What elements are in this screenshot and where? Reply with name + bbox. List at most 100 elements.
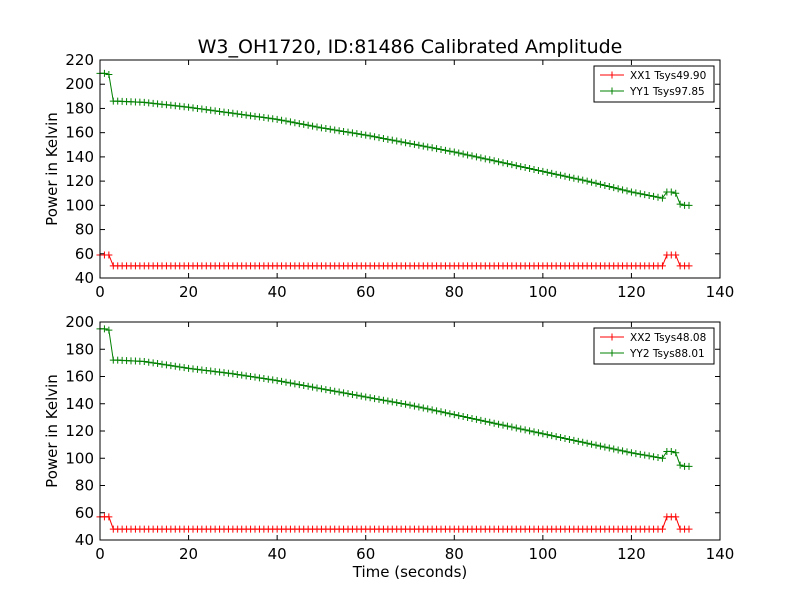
data-point-marker bbox=[202, 106, 210, 114]
data-point-marker bbox=[619, 447, 627, 455]
data-point-marker bbox=[654, 453, 662, 461]
data-point-marker bbox=[180, 364, 188, 372]
data-point-marker bbox=[641, 451, 649, 459]
data-point-marker bbox=[592, 441, 600, 449]
data-point-marker bbox=[676, 461, 684, 469]
y-tick-label: 60 bbox=[75, 504, 94, 522]
data-point-marker bbox=[543, 431, 551, 439]
legend-swatch-marker bbox=[608, 333, 616, 341]
data-point-marker bbox=[658, 262, 666, 270]
data-point-marker bbox=[397, 138, 405, 146]
y-tick-label: 180 bbox=[65, 99, 94, 117]
data-point-marker bbox=[154, 360, 162, 368]
data-point-marker bbox=[300, 381, 308, 389]
data-point-marker bbox=[614, 446, 622, 454]
data-point-marker bbox=[565, 435, 573, 443]
data-point-marker bbox=[273, 377, 281, 385]
data-point-marker bbox=[658, 525, 666, 533]
data-point-marker bbox=[309, 122, 317, 130]
data-point-marker bbox=[317, 124, 325, 132]
x-axis-label: Time (seconds) bbox=[352, 563, 468, 581]
data-point-marker bbox=[100, 69, 108, 77]
data-point-marker bbox=[495, 158, 503, 166]
data-point-marker bbox=[291, 119, 299, 127]
y-tick-label: 120 bbox=[65, 172, 94, 190]
data-point-marker bbox=[202, 367, 210, 375]
data-point-marker bbox=[322, 125, 330, 133]
data-point-marker bbox=[477, 154, 485, 162]
data-point-marker bbox=[548, 432, 556, 440]
data-point-marker bbox=[503, 160, 511, 168]
data-point-marker bbox=[459, 413, 467, 421]
data-point-marker bbox=[508, 161, 516, 169]
data-point-marker bbox=[557, 434, 565, 442]
series-markers-2 bbox=[96, 69, 693, 209]
x-tick-label: 100 bbox=[529, 283, 558, 301]
y-tick-label: 160 bbox=[65, 368, 94, 386]
data-point-marker bbox=[543, 168, 551, 176]
data-point-marker bbox=[592, 179, 600, 187]
data-point-marker bbox=[207, 367, 215, 375]
data-point-marker bbox=[530, 428, 538, 436]
data-point-marker bbox=[313, 123, 321, 131]
data-point-marker bbox=[415, 141, 423, 149]
data-point-marker bbox=[375, 395, 383, 403]
data-point-marker bbox=[583, 439, 591, 447]
data-point-marker bbox=[393, 399, 401, 407]
data-point-marker bbox=[238, 111, 246, 118]
data-point-marker bbox=[459, 150, 467, 158]
data-point-marker bbox=[446, 410, 454, 418]
legend-swatch-marker bbox=[608, 349, 616, 357]
data-point-marker bbox=[242, 111, 250, 119]
y-tick-label: 220 bbox=[65, 51, 94, 69]
plot-frame bbox=[99, 321, 721, 541]
data-point-marker bbox=[353, 130, 361, 138]
data-point-marker bbox=[255, 374, 263, 382]
data-point-marker bbox=[340, 127, 348, 135]
data-point-marker bbox=[574, 175, 582, 183]
data-point-marker bbox=[601, 181, 609, 189]
x-tick-label: 60 bbox=[356, 283, 375, 301]
data-point-marker bbox=[397, 399, 405, 407]
data-point-marker bbox=[636, 450, 644, 458]
data-point-marker bbox=[198, 105, 206, 113]
data-point-marker bbox=[331, 126, 339, 134]
data-point-marker bbox=[610, 445, 618, 453]
data-point-marker bbox=[216, 368, 224, 376]
data-point-marker bbox=[317, 385, 325, 393]
data-point-marker bbox=[211, 368, 219, 376]
y-tick-label: 200 bbox=[65, 75, 94, 93]
data-point-marker bbox=[433, 145, 441, 153]
data-point-marker bbox=[539, 167, 547, 175]
data-point-marker bbox=[672, 189, 680, 197]
data-point-marker bbox=[419, 404, 427, 412]
data-point-marker bbox=[273, 115, 281, 123]
data-point-marker bbox=[309, 383, 317, 391]
data-point-marker bbox=[605, 183, 613, 191]
data-point-marker bbox=[481, 417, 489, 425]
data-point-marker bbox=[667, 447, 675, 455]
y-tick-label: 180 bbox=[65, 340, 94, 358]
data-point-marker bbox=[220, 369, 228, 377]
data-point-marker bbox=[486, 156, 494, 164]
data-point-marker bbox=[552, 433, 560, 441]
data-point-marker bbox=[583, 177, 591, 185]
data-point-marker bbox=[220, 108, 228, 116]
data-point-marker bbox=[654, 193, 662, 201]
data-point-marker bbox=[185, 364, 193, 372]
data-point-marker bbox=[402, 139, 410, 147]
data-point-marker bbox=[145, 358, 153, 366]
data-point-marker bbox=[468, 414, 476, 422]
legend-swatch-marker bbox=[608, 87, 616, 95]
plot-frame bbox=[99, 59, 721, 279]
data-point-marker bbox=[610, 184, 618, 192]
data-point-marker bbox=[224, 369, 232, 377]
data-point-marker bbox=[601, 443, 609, 451]
data-point-marker bbox=[667, 188, 675, 196]
data-point-marker bbox=[229, 109, 237, 117]
data-point-marker bbox=[455, 412, 463, 420]
data-point-marker bbox=[468, 152, 476, 160]
data-point-marker bbox=[216, 107, 224, 115]
data-point-marker bbox=[477, 416, 485, 424]
